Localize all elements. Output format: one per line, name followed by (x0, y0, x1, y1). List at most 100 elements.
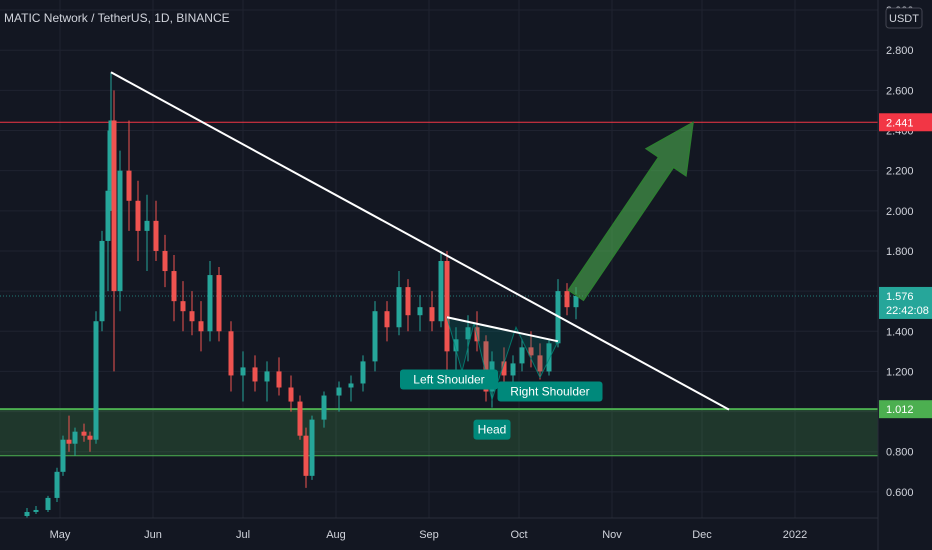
x-tick-label: Oct (510, 529, 527, 541)
candle-body (348, 383, 354, 388)
candle-body (135, 200, 141, 231)
candle-body (207, 275, 213, 332)
candle-body (321, 395, 327, 420)
y-tick-label: 2.200 (886, 166, 914, 178)
neckline (446, 316, 559, 343)
y-tick-label: 2.600 (886, 85, 914, 97)
pattern-label-right-shoulder: Right Shoulder (497, 381, 603, 402)
support-price-badge: 1.012 (879, 400, 932, 419)
candle-body (303, 435, 309, 476)
last-price-badge: 1.576 22:42:08 (879, 286, 932, 319)
candle-body (33, 509, 39, 512)
x-tick-label: Aug (326, 529, 346, 541)
pattern-label-left-shoulder: Left Shoulder (400, 369, 498, 390)
candle-body (45, 497, 51, 510)
candle-body (228, 331, 234, 376)
x-tick-label: Jul (236, 529, 250, 541)
x-tick-label: Nov (602, 529, 622, 541)
candle-body (162, 250, 168, 272)
candle-body (429, 307, 435, 322)
pattern-label-text: Left Shoulder (413, 372, 484, 386)
pattern-label-bg (473, 419, 511, 440)
y-tick-label: 2.000 (886, 206, 914, 218)
head-shoulders-shape (446, 316, 559, 402)
y-tick-label: 0.600 (886, 487, 914, 499)
candle-body (180, 301, 186, 312)
candle-body (117, 170, 123, 292)
candle-body (153, 220, 159, 251)
x-tick-label: Jun (144, 529, 162, 541)
candle-body (483, 341, 489, 392)
pattern-label-head: Head (473, 419, 511, 440)
x-tick-label: Sep (419, 529, 439, 541)
candle-body (87, 435, 93, 440)
candle-body (66, 439, 72, 444)
y-tick-label: 1.400 (886, 326, 914, 338)
pattern-label-bg (497, 381, 603, 402)
candle-body (288, 387, 294, 402)
candle-body (171, 271, 177, 302)
projection-arrow (567, 121, 694, 302)
pattern-label-text: Head (478, 423, 507, 437)
candle-body (54, 471, 60, 498)
candle-body (510, 363, 516, 376)
candle-body (72, 431, 78, 444)
currency-badge-bg (885, 7, 923, 29)
candle-body (99, 240, 105, 322)
candle-body (537, 355, 543, 372)
candle-body (60, 439, 66, 472)
candle-body (438, 261, 444, 322)
candle-body (297, 401, 303, 436)
pattern-label-text: Right Shoulder (510, 385, 589, 399)
last-price-badge-text: 1.576 (886, 291, 914, 303)
candle-body (108, 120, 114, 191)
candle-body (372, 311, 378, 362)
currency-badge[interactable]: USDT (885, 7, 923, 29)
support-zone-layer (0, 121, 878, 457)
candle-body (417, 307, 423, 316)
descending-trendline (110, 71, 730, 411)
candle-body (564, 291, 570, 308)
candle-body (465, 327, 471, 340)
candle-body (528, 347, 534, 356)
grid (0, 0, 878, 518)
price-countdown: 22:42:08 (886, 305, 929, 317)
candle-body (216, 275, 222, 332)
candle-body (546, 343, 552, 372)
candle-body (573, 295, 579, 308)
currency-badge-text: USDT (889, 13, 919, 25)
candle-body (276, 371, 282, 388)
candle-body (360, 361, 366, 384)
pattern-label-bg (400, 369, 498, 390)
candle-body (81, 431, 87, 436)
candle-body (444, 261, 450, 352)
x-tick-label: 2022 (783, 529, 807, 541)
candle-body (396, 287, 402, 328)
candle-body (336, 387, 342, 396)
candle-body (240, 367, 246, 376)
x-tick-label: May (50, 529, 71, 541)
candle-body (252, 367, 258, 382)
support-zone (0, 409, 878, 456)
x-tick-label: Dec (692, 529, 712, 541)
candle-body (189, 311, 195, 322)
resistance-price-badge-text: 2.441 (886, 117, 914, 129)
support-price-badge-text: 1.012 (886, 404, 914, 416)
candle-body (111, 120, 117, 292)
y-tick-label: 1.200 (886, 366, 914, 378)
y-tick-label: 0.800 (886, 447, 914, 459)
chart-title: MATIC Network / TetherUS, 1D, BINANCE (4, 11, 230, 25)
candle-body (126, 170, 132, 201)
candle-body (105, 190, 111, 241)
candle-body (309, 419, 315, 476)
candle-body (144, 220, 150, 231)
candle-body (405, 287, 411, 316)
resistance-price-badge-bg (879, 113, 932, 132)
last-price-badge-bg (879, 286, 932, 319)
candle-body (519, 347, 525, 364)
candle-body (501, 361, 507, 376)
candle-body (24, 511, 30, 516)
